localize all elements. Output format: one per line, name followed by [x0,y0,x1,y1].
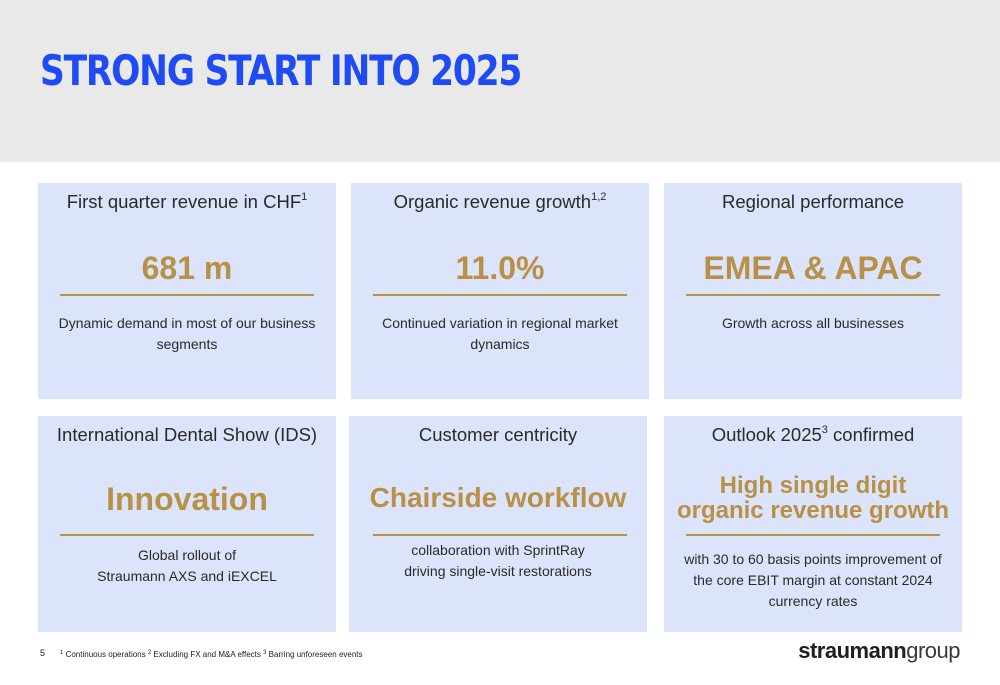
divider [60,294,314,296]
card-value: High single digit organic revenue growth [664,473,962,523]
card-title: Customer centricity [349,424,647,446]
card-title-text: First quarter revenue in CHF [66,191,302,212]
card-regional-performance: Regional performance EMEA & APAC Growth … [664,183,962,399]
card-ids: International Dental Show (IDS) Innovati… [38,416,336,632]
description-line: collaboration with SprintRay [411,542,585,558]
description-line: Straumann AXS and iEXCEL [97,568,277,584]
card-value: Chairside workflow [369,482,627,513]
page-title: STRONG START INTO 2025 [40,46,522,95]
description-line: Global rollout of [137,547,237,563]
card-q1-revenue: First quarter revenue in CHF1 681 m Dyna… [38,183,336,399]
card-value: 11.0% [455,250,545,286]
divider [686,534,940,536]
footnotes: 1 Continuous operations 2 Excluding FX a… [60,650,363,659]
card-title-text: Organic revenue growth [393,191,592,212]
card-title: First quarter revenue in CHF1 [38,191,336,213]
divider [686,294,940,296]
card-title: International Dental Show (IDS) [38,424,336,446]
footnote-ref: 1 [301,191,308,203]
card-title-text: confirmed [827,424,915,445]
card-title: Regional performance [664,191,962,213]
card-value: EMEA & APAC [703,250,923,286]
card-description: Dynamic demand in most of our business s… [58,315,316,352]
card-title: Outlook 20253 confirmed [664,424,962,446]
card-value: Innovation [106,481,268,517]
divider [60,534,314,536]
value-line: organic revenue growth [676,497,950,524]
footnote-text: Excluding FX and M&A effects [151,650,264,659]
description-line: driving single-visit restorations [404,563,592,579]
card-description: collaboration with SprintRay driving sin… [359,540,637,582]
card-outlook: Outlook 20253 confirmed High single digi… [664,416,962,632]
footnote-ref: 1,2 [591,191,607,203]
header-band [0,0,1000,162]
card-title-text: International Dental Show (IDS) [56,424,318,445]
page-number: 5 [40,648,46,658]
divider [373,294,627,296]
logo-bold-text: straumann [798,638,907,663]
value-line: High single digit [719,472,907,499]
card-title-text: Outlook 2025 [711,424,822,445]
straumann-group-logo: straumanngroup [798,638,960,664]
card-organic-growth: Organic revenue growth1,2 11.0% Continue… [351,183,649,399]
divider [373,534,627,536]
footnote-text: Barring unforeseen events [266,650,363,659]
card-title: Organic revenue growth1,2 [351,191,649,213]
card-description: Growth across all businesses [721,315,905,331]
footnote-text: Continuous operations [63,650,148,659]
card-title-text: Regional performance [721,191,905,212]
footnote-marker: 3 [263,650,267,656]
card-description: with 30 to 60 basis points improvement o… [684,551,942,609]
card-description: Continued variation in regional market d… [382,315,618,352]
logo-light-text: group [906,638,960,663]
card-title-text: Customer centricity [418,424,578,445]
footnote-ref: 3 [821,424,828,436]
card-description: Global rollout of Straumann AXS and iEXC… [48,545,326,587]
card-customer-centricity: Customer centricity Chairside workflow c… [349,416,647,632]
footnote-marker: 2 [147,650,152,656]
card-value: 681 m [141,250,233,286]
footnote-marker: 1 [60,650,64,656]
